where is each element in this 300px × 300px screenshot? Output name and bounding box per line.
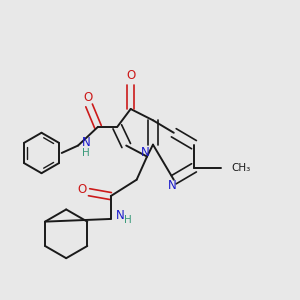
Text: O: O — [77, 183, 86, 196]
Text: H: H — [82, 148, 89, 158]
Text: CH₃: CH₃ — [231, 163, 250, 173]
Text: N: N — [116, 209, 125, 223]
Text: N: N — [82, 136, 90, 149]
Text: H: H — [124, 215, 132, 225]
Text: O: O — [127, 69, 136, 82]
Text: N: N — [141, 146, 150, 159]
Text: N: N — [168, 178, 177, 192]
Text: O: O — [83, 91, 92, 103]
